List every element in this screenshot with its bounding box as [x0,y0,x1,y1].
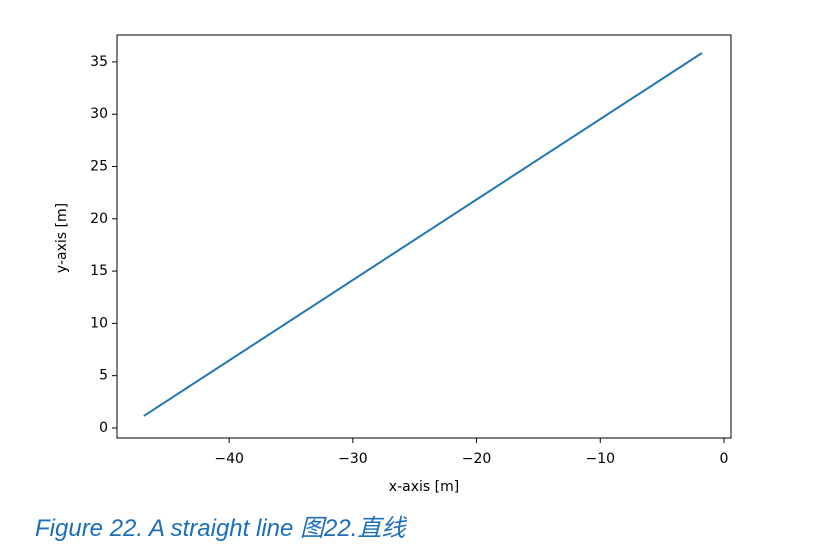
plot-frame [116,34,732,439]
x-tick-label: −20 [462,451,492,467]
y-tick-label: 10 [90,315,108,331]
caption: Figure 22. A straight line 图22.直线 [35,515,406,542]
y-tick-label: 25 [90,158,108,174]
page: x-axis [m] y-axis [m] −40 −30 −20 −10 0 0 5 10 1… [35,34,732,542]
y-tick-label: 30 [90,106,108,122]
y-tick-label: 35 [90,54,108,70]
y-axis-label: y-axis [m] [54,203,70,273]
data-line [143,52,703,417]
x-tick-label: 0 [719,451,728,467]
chart: x-axis [m] y-axis [m] −40 −30 −20 −10 0 0 5 10 1… [54,34,732,495]
y-tick-label: 15 [90,263,108,279]
x-axis-label: x-axis [m] [389,479,459,495]
y-tick-label: 20 [90,211,108,227]
x-tick-label: −30 [338,451,368,467]
x-tick-label: −40 [214,451,244,467]
y-tick-label: 5 [99,368,108,384]
x-tick-label: −10 [585,451,615,467]
y-tick-label: 0 [99,420,108,436]
